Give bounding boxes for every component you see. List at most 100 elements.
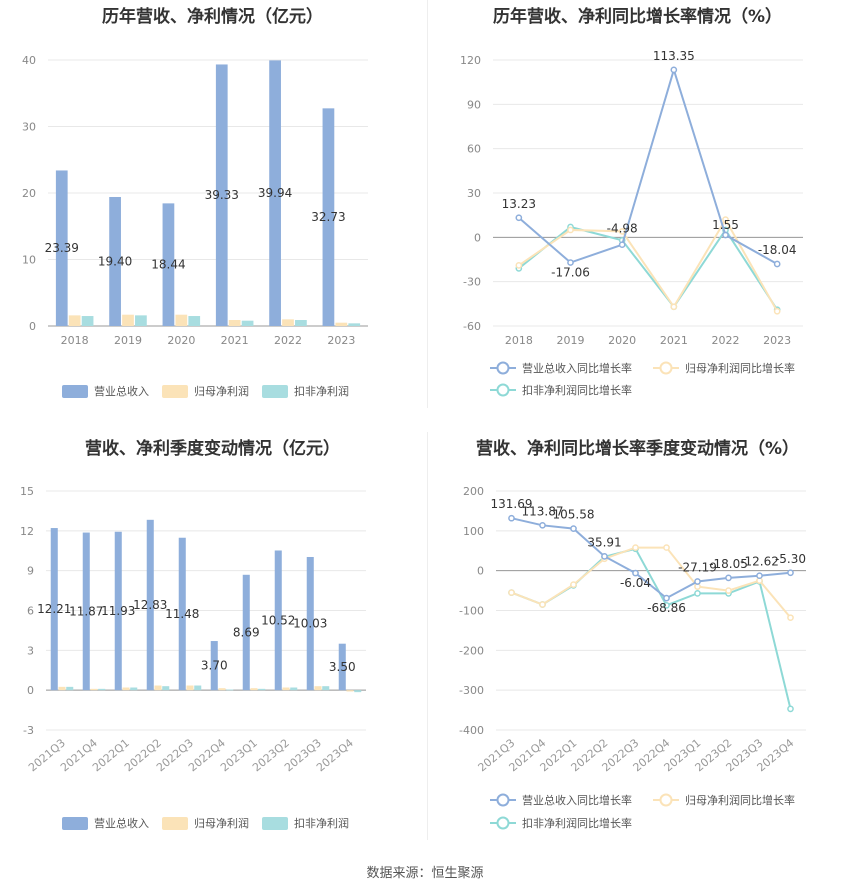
bar (269, 60, 281, 327)
annual-line-panel: 历年营收、净利同比增长率情况（%） -60 -30 0 30 60 90 120 2018 20… (425, 0, 850, 430)
x-tick-label: 2023 (763, 334, 791, 347)
legend-swatch (62, 385, 88, 398)
y-tick-label: 120 (460, 54, 481, 67)
bar (338, 643, 346, 691)
legend-swatch (162, 385, 188, 398)
bar (114, 531, 122, 691)
legend-label: 营业总收入 (94, 384, 149, 398)
data-point (773, 307, 781, 315)
annual-bar-title: 历年营收、净利情况（亿元） (102, 7, 323, 27)
bar (258, 688, 266, 691)
legend-swatch (162, 817, 188, 830)
bar-value-label: 10.52 (261, 613, 295, 627)
point-value-label: -18.05 (709, 557, 748, 571)
quarter-line-chart: -400-300-200-10001002002021Q32021Q42022Q… (459, 485, 806, 830)
vertical-divider-bottom (427, 432, 428, 840)
legend-label: 营业总收入同比增长率 (522, 793, 632, 807)
bar (162, 686, 170, 691)
bar (218, 688, 226, 691)
bar (354, 690, 362, 693)
y-tick-label: 200 (463, 485, 484, 498)
data-point (670, 66, 678, 74)
bar (322, 686, 330, 691)
data-point (618, 241, 626, 249)
quarter-bar-panel: 营收、净利季度变动情况（亿元） -3 0 3 6 9 12 15 2021Q3 2021Q4 20… (0, 432, 425, 862)
legend-marker (659, 793, 673, 807)
point-value-label: -18.04 (758, 243, 797, 257)
x-tick-label: 2022 (712, 334, 740, 347)
series-line (518, 66, 778, 265)
bar (290, 687, 298, 691)
y-tick-label: 20 (22, 187, 36, 200)
data-point (539, 601, 546, 608)
y-tick-label: 3 (27, 644, 34, 657)
bar (98, 688, 106, 691)
vertical-divider-top (427, 0, 428, 408)
y-tick-label: 9 (27, 565, 34, 578)
bar (241, 320, 254, 326)
y-tick-label: -400 (459, 724, 484, 737)
bar (130, 687, 138, 691)
y-tick-label: -30 (463, 276, 481, 289)
bar (82, 532, 90, 691)
point-value-label: -12.62 (740, 555, 779, 569)
data-point (632, 544, 639, 551)
legend-marker (496, 383, 510, 397)
y-tick-label: -200 (459, 644, 484, 657)
y-tick-label: -60 (463, 320, 481, 333)
legend-label: 营业总收入 (94, 816, 149, 830)
legend-marker (496, 816, 510, 830)
y-tick-label: 0 (29, 320, 36, 333)
x-tick-label: 2022 (274, 334, 302, 347)
series-line (511, 547, 792, 710)
bar-value-label: 12.21 (37, 602, 71, 616)
point-value-label: 105.58 (553, 508, 595, 522)
y-tick-label: 100 (463, 525, 484, 538)
x-tick-label: 2018 (505, 334, 533, 347)
legend-swatch (262, 385, 288, 398)
quarter-bar-chart: -3036912152021Q32021Q42022Q12022Q22022Q3… (20, 485, 366, 830)
bar-value-label: 39.33 (205, 188, 239, 202)
y-tick-label: 0 (474, 231, 481, 244)
x-tick-label: 2019 (557, 334, 585, 347)
data-point (787, 705, 794, 713)
data-point (663, 544, 670, 551)
bar (162, 203, 175, 326)
quarter-bar-title: 营收、净利季度变动情况（亿元） (85, 439, 340, 459)
bar-value-label: 19.40 (98, 254, 132, 268)
quarter-line-panel: 营收、净利同比增长率季度变动情况（%） -400 -300 -200 -100 0 100… (425, 432, 850, 862)
data-point (773, 260, 781, 268)
bar (274, 550, 282, 691)
point-value-label: 13.23 (502, 197, 536, 211)
y-tick-label: 90 (467, 98, 481, 111)
data-point (725, 587, 732, 594)
y-tick-label: 0 (27, 684, 34, 697)
data-point (601, 553, 608, 560)
x-tick-label: 2021 (660, 334, 688, 347)
bar (215, 64, 228, 326)
legend-label: 营业总收入同比增长率 (522, 361, 632, 375)
data-point (567, 226, 574, 234)
x-tick-label: 2023 (327, 334, 355, 347)
data-point (663, 594, 670, 602)
x-tick-label: 2021 (221, 334, 249, 347)
bar (90, 688, 98, 691)
bar-value-label: 18.44 (151, 258, 185, 272)
point-value-label: -68.86 (647, 601, 686, 615)
bar (55, 170, 68, 326)
bar (242, 574, 250, 691)
annual-bar-chart: 0 10 20 30 40 2018 2019 2020 2021 2022 2023 23.39 19… (22, 54, 368, 398)
legend-label: 归母净利润同比增长率 (685, 793, 795, 807)
data-point (722, 216, 729, 223)
bar (122, 314, 134, 326)
bar-value-label: 3.70 (201, 659, 228, 673)
x-tick-label: 2020 (167, 334, 195, 347)
bar (282, 687, 290, 691)
bar-value-label: 11.93 (101, 604, 135, 618)
legend-label: 扣非净利润同比增长率 (522, 816, 632, 830)
bar (109, 196, 121, 326)
bar (58, 686, 66, 691)
annual-bar-panel: 历年营收、净利情况（亿元） 0 10 20 30 40 2018 2019 2020 2021 2… (0, 0, 425, 430)
bar-value-label: 3.50 (329, 660, 356, 674)
bar (81, 316, 94, 326)
